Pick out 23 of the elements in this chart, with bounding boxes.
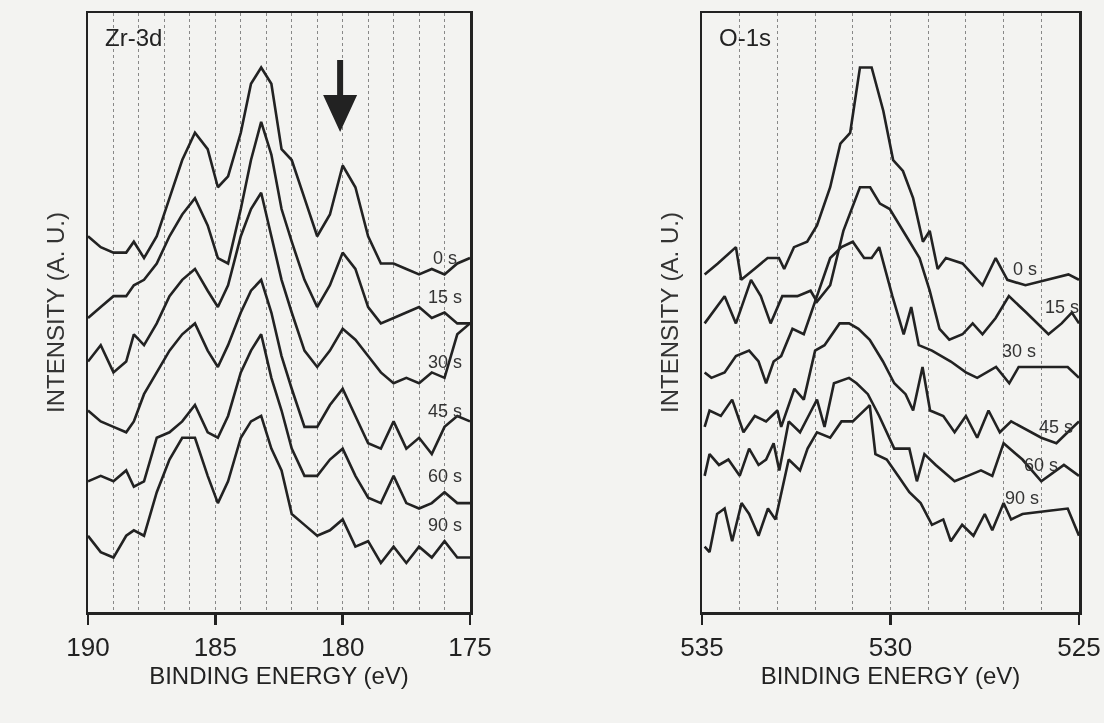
series-label: 15 s (428, 287, 463, 307)
x-tick-label: 530 (868, 631, 913, 662)
series-label: 30 s (428, 352, 463, 372)
x-tick-label: 525 (1057, 631, 1101, 662)
series-label: 45 s (428, 401, 463, 421)
text: Zr-3d (105, 24, 163, 51)
series-label: 15 s (1045, 297, 1080, 317)
x-tick-label: 175 (448, 631, 492, 662)
text: O-1s (719, 24, 772, 51)
series-label: 0 s (433, 248, 458, 268)
y-axis-title: INTENSITY (A. U.) (42, 212, 70, 413)
series-label: 90 s (428, 515, 463, 535)
series-label: 30 s (1002, 341, 1037, 361)
x-axis-title: BINDING ENERGY (eV) (149, 661, 409, 689)
series-label: 0 s (1013, 259, 1038, 279)
x-tick-label: 185 (193, 631, 238, 662)
x-axis-title: BINDING ENERGY (eV) (760, 661, 1021, 689)
x-tick-label: 190 (66, 631, 110, 662)
y-axis-title: INTENSITY (A. U.) (656, 212, 684, 413)
series-label: 90 s (1005, 488, 1040, 508)
x-tick-label: 535 (680, 631, 724, 662)
series-label: 60 s (428, 466, 463, 486)
x-tick-label: 180 (320, 631, 365, 662)
